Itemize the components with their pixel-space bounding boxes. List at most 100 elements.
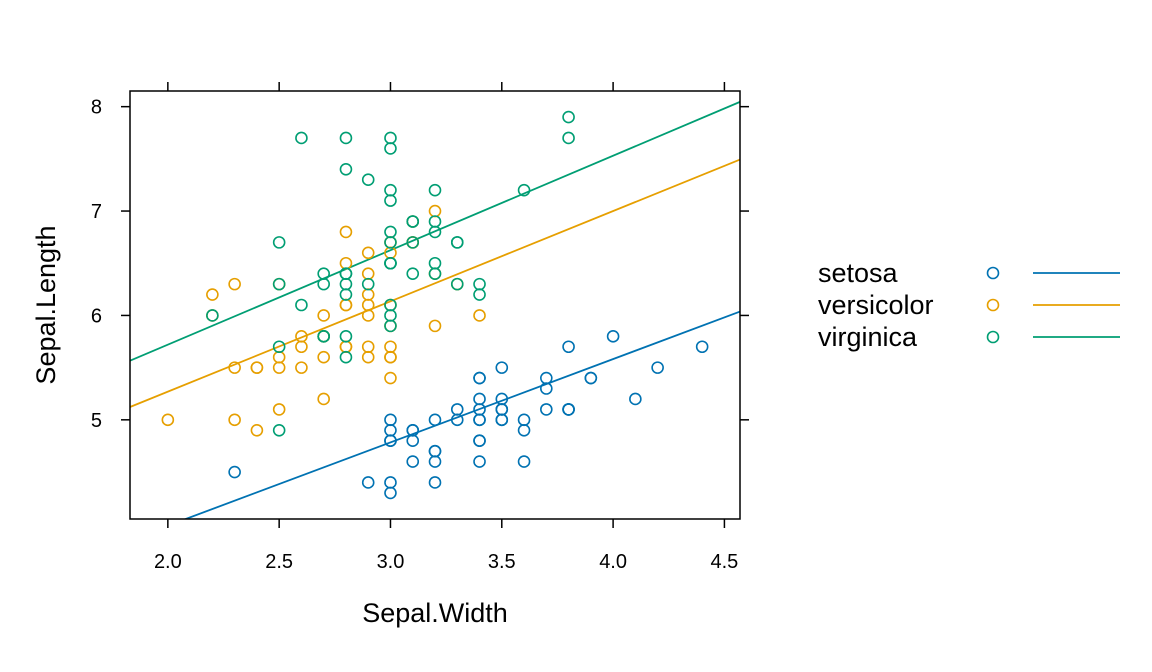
point-virginica (361, 173, 375, 187)
point-virginica (384, 183, 397, 197)
point-virginica (406, 267, 420, 280)
point-virginica (272, 236, 286, 249)
point-setosa (384, 434, 397, 448)
fit-line-versicolor (130, 158, 740, 408)
point-virginica (406, 215, 420, 228)
point-setosa (406, 455, 420, 468)
point-versicolor (272, 403, 286, 416)
point-versicolor (295, 330, 308, 343)
point-virginica (473, 277, 486, 291)
point-versicolor (317, 309, 330, 322)
point-virginica (384, 131, 397, 145)
point-versicolor (361, 288, 375, 301)
legend-point-setosa (986, 266, 1000, 280)
point-versicolor (361, 309, 375, 322)
point-setosa (384, 486, 397, 500)
point-versicolor (339, 298, 353, 312)
point-versicolor (250, 361, 264, 374)
x-axis-title: Sepal.Width (362, 598, 508, 628)
point-versicolor (228, 277, 241, 291)
point-virginica (339, 131, 353, 145)
x-tick-label: 3.0 (377, 551, 405, 573)
point-setosa (540, 371, 553, 385)
y-tick-label: 6 (91, 305, 102, 327)
point-virginica (317, 277, 330, 291)
y-axis: 5 6 7 8 (91, 97, 749, 432)
point-virginica (384, 194, 397, 207)
point-virginica (473, 288, 486, 301)
point-setosa (473, 403, 486, 416)
x-tick-label: 2.0 (154, 551, 182, 573)
point-setosa (384, 413, 397, 427)
point-virginica (384, 256, 397, 270)
point-versicolor (384, 340, 397, 354)
point-versicolor (317, 392, 330, 406)
y-tick-label: 7 (91, 201, 102, 223)
point-setosa (450, 403, 464, 416)
point-versicolor (384, 350, 397, 364)
y-axis-title: Sepal.Length (31, 225, 61, 384)
point-versicolor (473, 309, 486, 322)
point-versicolor (228, 413, 241, 427)
point-virginica (295, 131, 308, 145)
point-setosa (361, 476, 375, 489)
point-setosa (450, 413, 464, 427)
point-setosa (540, 382, 553, 395)
point-versicolor (295, 340, 308, 354)
point-versicolor (317, 350, 330, 364)
point-virginica (562, 110, 575, 124)
point-virginica (428, 215, 442, 228)
point-versicolor (361, 267, 375, 280)
point-versicolor (361, 298, 375, 312)
point-setosa (428, 476, 442, 489)
point-virginica (450, 277, 464, 291)
point-virginica (361, 277, 375, 291)
point-virginica (562, 131, 575, 145)
point-setosa (406, 423, 420, 437)
point-virginica (317, 267, 330, 280)
point-setosa (473, 392, 486, 406)
point-setosa (495, 361, 509, 374)
point-virginica (384, 319, 397, 333)
point-virginica (384, 236, 397, 249)
point-setosa (495, 403, 509, 416)
point-versicolor (339, 340, 353, 354)
point-virginica (517, 183, 531, 197)
x-axis: 2.0 2.5 3.0 3.5 4.0 4.5 (154, 82, 738, 573)
point-virginica (428, 256, 442, 270)
point-versicolor (161, 413, 175, 427)
point-versicolor (428, 204, 442, 218)
point-setosa (473, 434, 486, 448)
x-tick-label: 4.0 (599, 551, 627, 573)
y-tick-label: 8 (91, 97, 102, 119)
point-setosa (473, 371, 486, 385)
point-setosa (384, 423, 397, 437)
y-tick-label: 5 (91, 410, 102, 432)
point-virginica (450, 236, 464, 249)
point-versicolor (295, 361, 308, 374)
point-setosa (540, 403, 553, 416)
point-virginica (272, 277, 286, 291)
point-virginica (339, 277, 353, 291)
point-virginica (428, 225, 442, 239)
legend-label-setosa: setosa (818, 258, 899, 288)
point-setosa (495, 392, 509, 406)
point-virginica (406, 236, 420, 249)
point-versicolor (361, 246, 375, 260)
point-versicolor (361, 350, 375, 364)
point-setosa (384, 476, 397, 489)
point-setosa (228, 465, 241, 479)
point-versicolor (228, 361, 241, 374)
x-tick-label: 4.5 (711, 551, 739, 573)
legend-label-versicolor: versicolor (818, 290, 934, 320)
point-virginica (428, 183, 442, 197)
point-setosa (406, 434, 420, 448)
legend-label-virginica: virginica (818, 322, 918, 352)
point-versicolor (339, 225, 353, 239)
point-virginica (384, 225, 397, 239)
point-setosa (562, 340, 575, 354)
point-versicolor (206, 288, 219, 301)
legend-point-virginica (986, 330, 1000, 344)
